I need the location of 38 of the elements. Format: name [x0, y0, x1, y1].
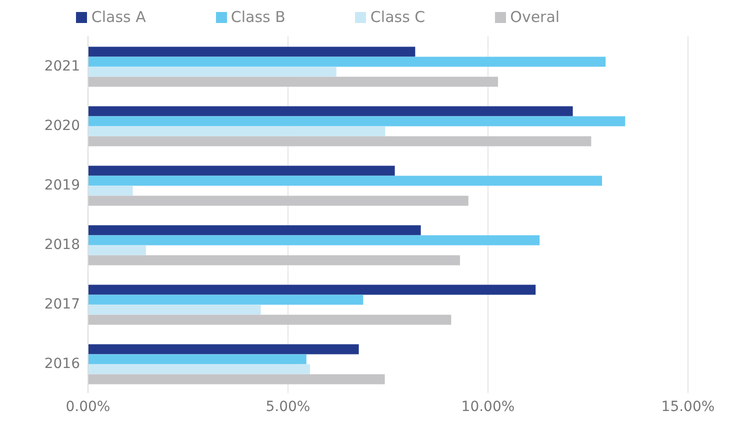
bar — [88, 76, 498, 87]
bar — [88, 374, 385, 384]
bar — [88, 46, 416, 57]
bar — [88, 126, 386, 136]
bar — [88, 235, 540, 246]
y-tick-label: 2020 — [44, 118, 80, 134]
legend-label: Overal — [510, 8, 560, 26]
x-tick-label: 15.00% — [661, 398, 715, 415]
bar — [88, 304, 261, 315]
bar — [88, 196, 468, 206]
bar — [88, 364, 310, 374]
x-tick-label: 0.00% — [66, 398, 110, 415]
legend-label: Class A — [91, 8, 146, 26]
bar — [88, 66, 336, 77]
bar — [88, 245, 146, 256]
bar — [88, 344, 359, 354]
x-tick-label: 10.00% — [461, 398, 515, 415]
x-tick-label: 5.00% — [266, 398, 310, 415]
bar — [88, 136, 592, 146]
bar — [88, 106, 573, 116]
legend-label: Class C — [370, 8, 426, 26]
y-tick-label: 2019 — [44, 178, 80, 194]
bar — [88, 255, 460, 266]
y-tick-label: 2016 — [44, 356, 80, 372]
bar — [88, 314, 452, 325]
bar — [88, 354, 306, 364]
bar — [88, 225, 421, 236]
bar — [88, 116, 626, 126]
bar — [88, 294, 364, 305]
y-tick-label: 2017 — [44, 296, 80, 313]
bar — [88, 284, 536, 295]
bar — [88, 186, 133, 196]
bar — [88, 166, 395, 176]
legend-label: Class B — [230, 8, 286, 26]
bar — [88, 56, 606, 67]
y-tick-label: 2021 — [44, 58, 80, 75]
y-tick-label: 2018 — [44, 237, 80, 254]
bar — [88, 176, 602, 186]
